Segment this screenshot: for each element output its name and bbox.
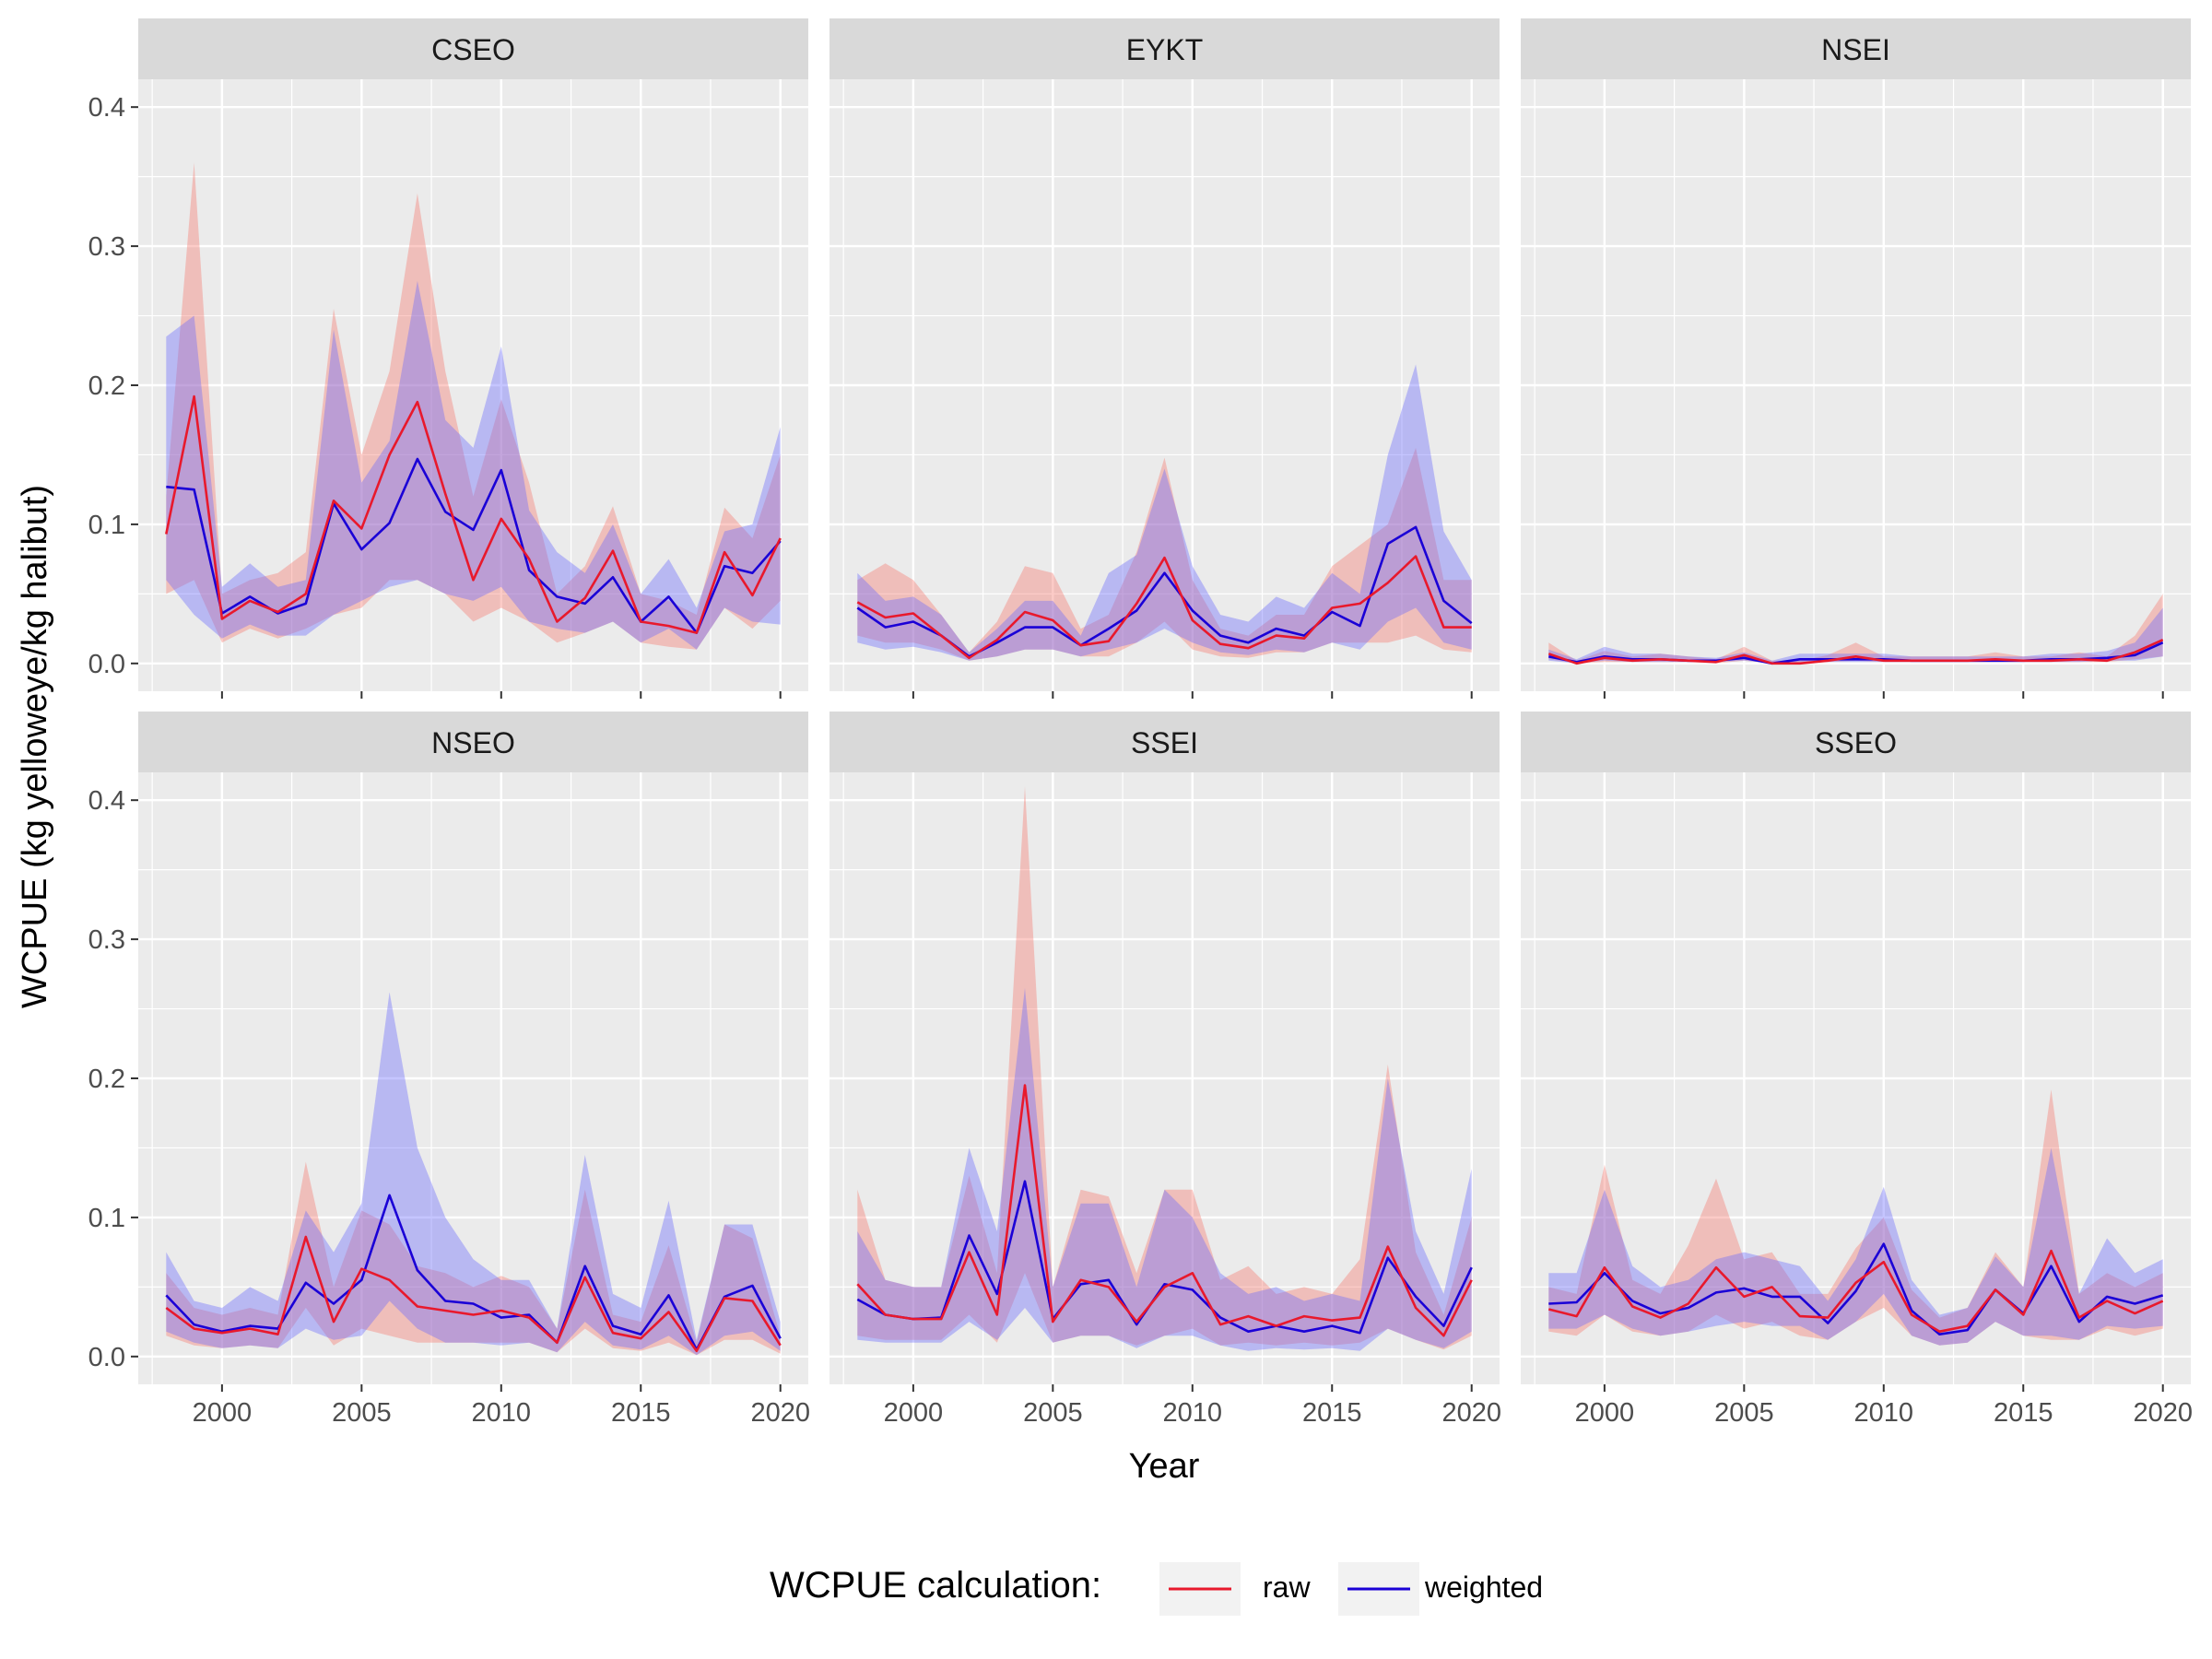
- band-raw-cseo: [166, 162, 781, 650]
- y-tick-label: 0.1: [88, 1204, 125, 1233]
- y-tick-label: 0.2: [88, 371, 125, 401]
- strip-eykt: [830, 18, 1500, 79]
- strip-cseo: [138, 18, 808, 79]
- band-raw-nseo: [166, 1161, 781, 1356]
- y-tick-label: 0.4: [88, 786, 125, 816]
- x-tick-label: 2010: [472, 1398, 532, 1428]
- y-tick-label: 0.1: [88, 511, 125, 540]
- band-weighted-eykt: [857, 364, 1472, 661]
- x-tick-label: 2020: [750, 1398, 810, 1428]
- panel-eykt: EYKT: [830, 18, 1500, 699]
- legend-label-weighted: weighted: [1424, 1571, 1543, 1604]
- panel-sseo: SSEO 2000 2005 2010 2015 2020: [1521, 712, 2193, 1428]
- y-tick-label: 0.3: [88, 925, 125, 955]
- strip-nseo: [138, 712, 808, 772]
- band-weighted-nseo: [166, 992, 781, 1356]
- series-line-raw-eykt: [856, 555, 1472, 660]
- strip-nsei: [1521, 18, 2191, 79]
- strip-label-sseo: SSEO: [1815, 726, 1897, 759]
- band-raw-sseo: [1548, 1089, 2163, 1346]
- band-weighted-sseo: [1548, 1147, 2163, 1346]
- legend: WCPUE calculation: raw weighted: [770, 1562, 1543, 1616]
- x-tick-label: 2000: [1575, 1398, 1635, 1428]
- x-tick-label: 2005: [332, 1398, 392, 1428]
- panel-cseo: CSEO 0.0 0.1 0.2 0.3 0.4: [88, 18, 808, 699]
- series-line-raw-sseo: [1547, 1249, 2164, 1333]
- series-line-weighted-nseo: [165, 1194, 782, 1351]
- strip-label-cseo: CSEO: [431, 33, 515, 66]
- series-line-raw-cseo: [165, 394, 782, 634]
- legend-title: WCPUE calculation:: [770, 1565, 1101, 1606]
- strip-label-eykt: EYKT: [1126, 33, 1204, 66]
- series-line-raw-nsei: [1547, 639, 2164, 665]
- strip-ssei: [830, 712, 1500, 772]
- x-tick-label: 2000: [884, 1398, 944, 1428]
- legend-item-raw: raw: [1159, 1562, 1311, 1616]
- y-tick-label: 0.0: [88, 650, 125, 679]
- x-tick-label: 2020: [1441, 1398, 1501, 1428]
- x-tick-label: 2020: [2133, 1398, 2193, 1428]
- band-weighted-ssei: [857, 987, 1472, 1351]
- panel-nseo: NSEO 0.0 0.1 0.2 0.3 0.4 2000 2005 2010 2015 2020: [88, 712, 810, 1428]
- y-tick-label: 0.0: [88, 1343, 125, 1372]
- y-tick-label: 0.2: [88, 1065, 125, 1094]
- strip-label-nsei: NSEI: [1821, 33, 1890, 66]
- x-tick-label: 2005: [1023, 1398, 1083, 1428]
- x-tick-label: 2010: [1163, 1398, 1223, 1428]
- x-tick-label: 2010: [1854, 1398, 1914, 1428]
- series-line-raw-nseo: [165, 1235, 782, 1353]
- y-tick-label: 0.3: [88, 232, 125, 262]
- band-raw-eykt: [857, 447, 1472, 661]
- x-tick-label: 2000: [193, 1398, 253, 1428]
- x-tick-label: 2015: [1302, 1398, 1362, 1428]
- y-tick-label: 0.4: [88, 93, 125, 123]
- series-line-weighted-sseo: [1548, 1242, 2164, 1335]
- legend-item-weighted: weighted: [1338, 1562, 1543, 1616]
- x-tick-label: 2015: [1994, 1398, 2053, 1428]
- strip-label-ssei: SSEI: [1131, 726, 1198, 759]
- legend-label-raw: raw: [1263, 1571, 1311, 1604]
- panel-nsei: NSEI: [1521, 18, 2191, 699]
- panels-layer: CSEO 0.0 0.1 0.2 0.3 0.4 EYKT NSEI NSEO 0.0 0.1 0.2…: [88, 18, 2193, 1428]
- series-line-weighted-ssei: [856, 1180, 1473, 1335]
- series-line-raw-ssei: [856, 1084, 1473, 1337]
- y-axis-title: WCPUE (kg yelloweye/kg halibut): [16, 485, 54, 1008]
- strip-sseo: [1521, 712, 2191, 772]
- x-axis-title: Year: [1129, 1447, 1200, 1486]
- x-tick-label: 2005: [1714, 1398, 1774, 1428]
- panel-ssei: SSEI 2000 2005 2010 2015 2020: [830, 712, 1501, 1428]
- x-tick-label: 2015: [611, 1398, 671, 1428]
- strip-label-nseo: NSEO: [431, 726, 515, 759]
